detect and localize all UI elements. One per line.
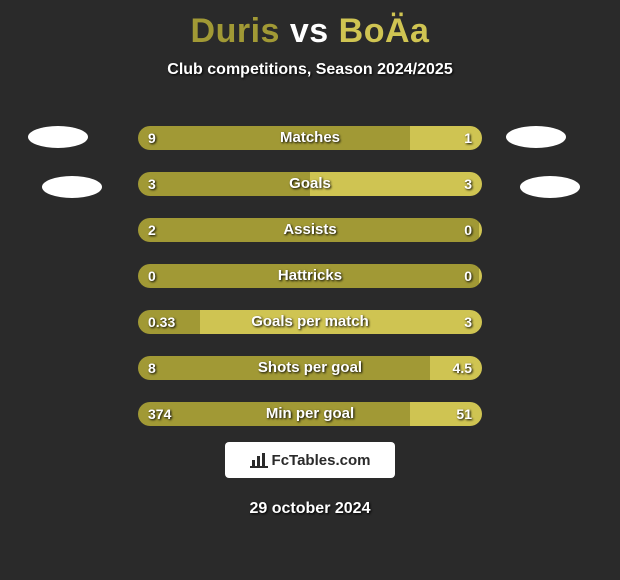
stat-value-right: 1	[464, 126, 472, 150]
date-stamp: 29 october 2024	[0, 500, 620, 518]
stat-value-right: 4.5	[453, 356, 472, 380]
stat-bar-right	[479, 218, 482, 242]
stat-value-right: 3	[464, 310, 472, 334]
stat-bar-left	[138, 402, 410, 426]
stat-value-left: 3	[148, 172, 156, 196]
stat-value-left: 8	[148, 356, 156, 380]
team-badge-left	[28, 126, 88, 148]
stat-value-left: 0.33	[148, 310, 175, 334]
title-separator: vs	[290, 12, 329, 50]
stat-value-left: 2	[148, 218, 156, 242]
stats-comparison-chart: 91Matches33Goals20Assists00Hattricks0.33…	[138, 126, 482, 448]
stat-row: 91Matches	[138, 126, 482, 150]
stat-value-right: 51	[456, 402, 472, 426]
player2-name: BoÄa	[339, 12, 430, 50]
stat-row: 00Hattricks	[138, 264, 482, 288]
team-badge-left	[42, 176, 102, 198]
stat-row: 84.5Shots per goal	[138, 356, 482, 380]
stat-bar-right	[310, 172, 482, 196]
stat-bar-left	[138, 172, 310, 196]
stat-bar-left	[138, 126, 410, 150]
stat-row: 37451Min per goal	[138, 402, 482, 426]
stat-value-left: 0	[148, 264, 156, 288]
brand-logo: FcTables.com	[225, 442, 395, 478]
stat-bar-right	[479, 264, 482, 288]
stat-bar-right	[200, 310, 482, 334]
stat-bar-left	[138, 218, 479, 242]
stat-value-right: 0	[464, 218, 472, 242]
stat-row: 33Goals	[138, 172, 482, 196]
stat-row: 0.333Goals per match	[138, 310, 482, 334]
stat-bar-left	[138, 264, 479, 288]
stat-value-left: 9	[148, 126, 156, 150]
stat-value-right: 0	[464, 264, 472, 288]
page-title: Duris vs BoÄa	[0, 0, 620, 51]
stat-row: 20Assists	[138, 218, 482, 242]
subtitle: Club competitions, Season 2024/2025	[0, 61, 620, 79]
stat-value-right: 3	[464, 172, 472, 196]
stat-bar-left	[138, 356, 430, 380]
chart-icon	[250, 452, 268, 468]
team-badge-right	[506, 126, 566, 148]
team-badge-right	[520, 176, 580, 198]
player1-name: Duris	[191, 12, 280, 50]
stat-value-left: 374	[148, 402, 171, 426]
brand-text: FcTables.com	[272, 452, 371, 469]
